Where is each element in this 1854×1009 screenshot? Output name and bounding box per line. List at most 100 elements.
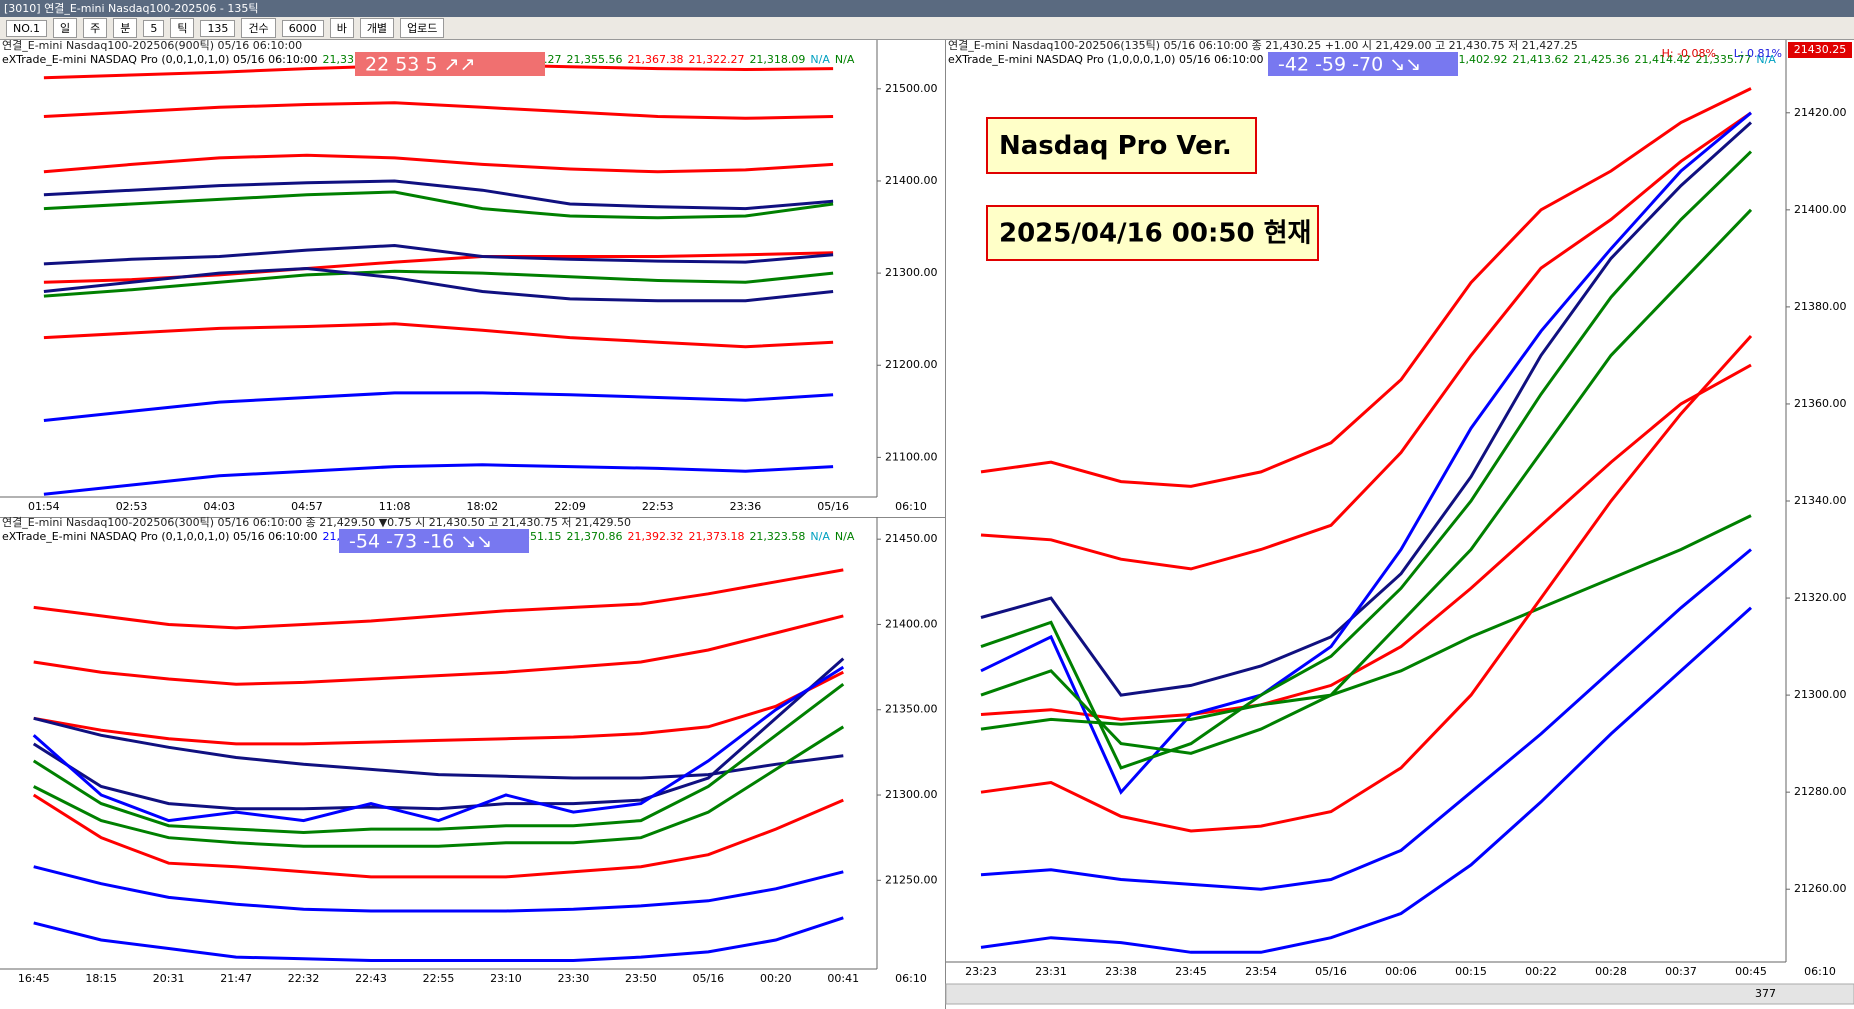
indicator-value: 21,414.42 — [1634, 53, 1690, 66]
window-title: [3010] 연결_E-mini Nasdaq100-202506 - 135틱 — [0, 0, 1854, 17]
indicator-value: 21,402.92 — [1452, 53, 1508, 66]
x-tick-label: 23:50 — [625, 972, 657, 985]
series-line — [980, 548, 1752, 891]
badge: -54 -73 -16 ↘↘ — [349, 531, 492, 553]
x-tick-label: 04:57 — [291, 500, 323, 513]
indicator-value: N/A — [810, 530, 830, 543]
x-tick-label: 01:54 — [28, 500, 60, 513]
x-tick-label: 00:06 — [1385, 965, 1417, 978]
series-line — [32, 793, 844, 879]
series-line — [980, 208, 1753, 755]
series-line — [980, 111, 1752, 571]
x-tick-label: 23:54 — [1245, 965, 1277, 978]
y-tick-label: 21300.00 — [885, 266, 938, 279]
badge-bg — [355, 52, 545, 76]
indicator-value: 21,322.27 — [688, 53, 744, 66]
x-tick-label: 23:45 — [1175, 965, 1207, 978]
note-box — [986, 205, 1319, 261]
series-line — [33, 865, 844, 913]
indicator-value: 21,318.09 — [749, 53, 805, 66]
badge-bg — [1268, 52, 1458, 76]
toolbar-item[interactable]: 건수 — [241, 18, 276, 38]
x-tick-label: 23:38 — [1105, 965, 1137, 978]
chart-header: 연결_E-mini Nasdaq100-202506(135틱) 05/16 0… — [948, 40, 1578, 52]
x-tick-label: 22:55 — [423, 972, 455, 985]
chart-header: 연결_E-mini Nasdaq100-202506(900틱) 05/16 0… — [2, 40, 302, 52]
chart-header: 연결_E-mini Nasdaq100-202506(300틱) 05/16 0… — [2, 516, 631, 529]
corner-label: 06:10 — [895, 972, 927, 985]
toolbar-item[interactable]: 135 — [200, 19, 236, 37]
x-tick-label: 22:53 — [642, 500, 674, 513]
badge: 22 53 5 ↗↗ — [365, 54, 475, 76]
price-tag: 21430.25 — [1794, 43, 1847, 56]
toolbar-item[interactable]: 바 — [329, 18, 354, 38]
x-tick-label: 22:32 — [288, 972, 320, 985]
series-line — [43, 391, 834, 422]
y-tick-label: 21340.00 — [1794, 494, 1847, 507]
series-line — [33, 725, 845, 848]
x-tick-label: 05/16 — [1315, 965, 1347, 978]
toolbar-item[interactable]: 분 — [113, 18, 138, 38]
y-tick-label: 21450.00 — [885, 532, 938, 545]
toolbar-item[interactable]: 5 — [143, 19, 165, 37]
indicator-name: eXTrade_E-mini NASDAQ Pro (0,1,0,0,1,0) … — [2, 530, 318, 543]
series-line — [43, 153, 834, 174]
x-tick-label: 00:15 — [1455, 965, 1487, 978]
x-tick-label: 00:37 — [1665, 965, 1697, 978]
series-line — [32, 665, 845, 823]
toolbar-item[interactable]: 6000 — [281, 19, 324, 37]
x-tick-label: 18:02 — [466, 500, 498, 513]
series-line — [43, 243, 834, 266]
x-tick-label: 23:10 — [490, 972, 522, 985]
series-line — [32, 657, 845, 811]
series-line — [980, 606, 1753, 954]
y-tick-label: 21380.00 — [1794, 300, 1847, 313]
x-tick-label: 05/16 — [692, 972, 724, 985]
y-tick-label: 21250.00 — [885, 873, 938, 886]
series-line — [43, 101, 834, 120]
series-line — [43, 179, 834, 211]
x-tick-label: 20:31 — [153, 972, 185, 985]
badge: -42 -59 -70 ↘↘ — [1278, 54, 1421, 76]
corner-label: 06:10 — [1804, 965, 1836, 978]
toolbar: NO.1 일 주 분 5 틱 135 건수 6000 바 개별 업로드 — [0, 17, 1854, 40]
y-tick-label: 21320.00 — [1794, 591, 1847, 604]
x-tick-label: 00:41 — [827, 972, 859, 985]
toolbar-item[interactable]: 주 — [83, 18, 108, 38]
indicator-value: N/A — [835, 53, 855, 66]
series-line — [980, 334, 1753, 833]
indicator-value: 21,392.32 — [627, 530, 683, 543]
indicator-value: 21,323.58 — [749, 530, 805, 543]
series-line — [980, 514, 1752, 731]
indicator-value: 21,335.77 — [1695, 53, 1751, 66]
x-tick-label: 21:47 — [220, 972, 252, 985]
y-tick-label: 21420.00 — [1794, 106, 1847, 119]
toolbar-item[interactable]: 개별 — [359, 18, 395, 38]
status: 377 — [1755, 987, 1776, 1000]
x-tick-label: 22:43 — [355, 972, 387, 985]
y-tick-label: 21400.00 — [885, 174, 938, 187]
divider — [945, 40, 946, 1009]
toolbar-item[interactable]: 틱 — [170, 18, 195, 38]
y-tick-label: 21360.00 — [1794, 397, 1847, 410]
indicator-value: 21,425.36 — [1573, 53, 1629, 66]
toolbar-item[interactable]: 업로드 — [400, 18, 445, 38]
indicator-value: 21,413.62 — [1512, 53, 1568, 66]
x-tick-label: 22:09 — [554, 500, 586, 513]
series-line — [43, 266, 834, 303]
y-tick-label: 21100.00 — [885, 450, 938, 463]
high-label: H: -0.08% — [1662, 47, 1716, 60]
toolbar-item[interactable]: 일 — [52, 18, 78, 38]
indicator-value: 21,373.18 — [688, 530, 744, 543]
series-line — [33, 916, 844, 962]
x-tick-label: 16:45 — [18, 972, 50, 985]
series-line — [43, 190, 834, 220]
note-text: Nasdaq Pro Ver. — [999, 131, 1232, 161]
x-tick-label: 23:23 — [965, 965, 997, 978]
x-tick-label: 23:31 — [1035, 965, 1067, 978]
charts: 21100.00 21200.00 21300.00 21400.00 21500.00… — [0, 40, 1854, 1009]
toolbar-item[interactable]: NO.1 — [6, 19, 47, 37]
x-tick-label: 00:28 — [1595, 965, 1627, 978]
series-line — [980, 363, 1752, 721]
